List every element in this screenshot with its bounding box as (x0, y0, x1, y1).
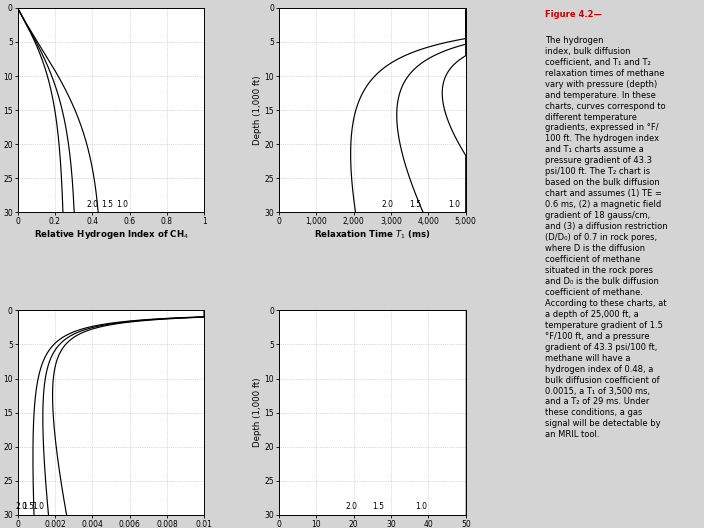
Y-axis label: Depth (1,000 ft): Depth (1,000 ft) (253, 378, 263, 447)
Text: 1.5: 1.5 (409, 200, 421, 209)
Text: 2.0: 2.0 (382, 200, 394, 209)
Y-axis label: Depth (1,000 ft): Depth (1,000 ft) (0, 76, 1, 145)
Text: 1.5: 1.5 (22, 503, 34, 512)
Text: 2.0: 2.0 (346, 503, 358, 512)
Text: 1.0: 1.0 (116, 200, 128, 209)
Y-axis label: Depth (1,000 ft): Depth (1,000 ft) (0, 378, 1, 447)
Text: 2.0: 2.0 (15, 503, 27, 512)
Text: 1.0: 1.0 (448, 200, 460, 209)
Text: 2.0: 2.0 (87, 200, 99, 209)
Text: 1.0: 1.0 (415, 503, 427, 512)
X-axis label: Relative Hydrogen Index of CH$_4$: Relative Hydrogen Index of CH$_4$ (34, 228, 189, 241)
Text: Figure 4.2—: Figure 4.2— (545, 11, 602, 20)
Text: 1.5: 1.5 (372, 503, 384, 512)
Y-axis label: Depth (1,000 ft): Depth (1,000 ft) (253, 76, 263, 145)
Text: The hydrogen
index, bulk diffusion
coefficient, and T₁ and T₂
relaxation times o: The hydrogen index, bulk diffusion coeff… (545, 36, 668, 439)
Text: 1.0: 1.0 (32, 503, 44, 512)
X-axis label: Relaxation Time $T_1$ (ms): Relaxation Time $T_1$ (ms) (314, 228, 431, 241)
Text: 1.5: 1.5 (101, 200, 113, 209)
